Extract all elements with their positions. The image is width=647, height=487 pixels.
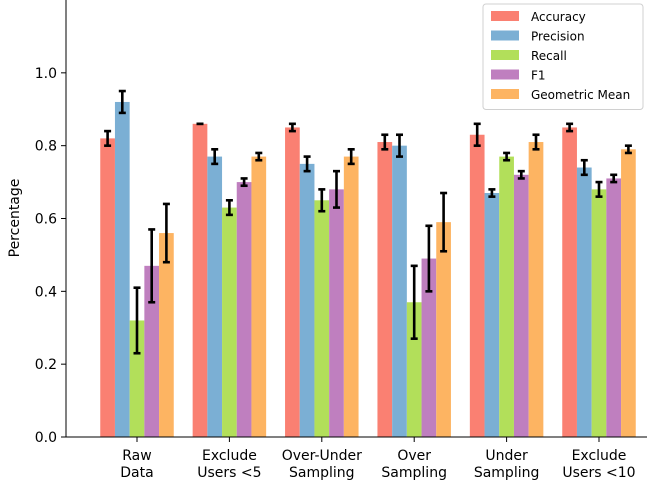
error-bar (396, 133, 403, 158)
error-bar (532, 133, 540, 151)
bar-geometric-mean (528, 142, 544, 437)
legend-label: F1 (531, 69, 546, 83)
error-bar (288, 122, 296, 133)
legend-label: Precision (531, 30, 585, 44)
x-tick-label: Over Sampling (381, 448, 447, 481)
error-bar (566, 122, 574, 133)
error-bar (225, 198, 233, 217)
bar-accuracy (562, 127, 577, 437)
bar-accuracy (469, 134, 485, 437)
y-tick-label: 0.0 (35, 430, 57, 446)
legend-swatch (491, 30, 519, 41)
bar-f1 (513, 174, 529, 438)
error-bar (211, 148, 219, 166)
bar-precision (392, 145, 407, 437)
x-tick-label: Exclude Users <5 (197, 448, 261, 481)
error-bar (303, 155, 311, 173)
bar-accuracy (285, 127, 300, 437)
bar-accuracy (192, 123, 208, 438)
error-bar (381, 133, 389, 151)
bar-accuracy (100, 138, 115, 437)
legend-label: Accuracy (531, 10, 586, 24)
legend-swatch (491, 89, 519, 99)
error-bar (595, 180, 603, 198)
error-bar (503, 151, 511, 162)
error-bars-layer (104, 89, 632, 355)
error-bar (517, 169, 525, 180)
bars-layer (100, 101, 636, 438)
bar-precision (114, 101, 130, 437)
bar-geometric-mean (436, 222, 451, 437)
legend: Accuracy Precision Recall F1 Geometric Mean (482, 3, 644, 110)
error-bar (347, 148, 355, 166)
bar-precision (207, 156, 223, 437)
error-bar (440, 191, 448, 253)
error-bar (162, 202, 170, 264)
y-tick-label: 1.0 (35, 66, 57, 82)
legend-swatch (491, 50, 519, 60)
bar-recall (129, 320, 145, 437)
error-bar (133, 286, 141, 355)
bar-recall (314, 200, 330, 437)
legend-swatch (491, 69, 519, 80)
bar-f1 (606, 178, 622, 438)
bar-f1 (421, 258, 437, 437)
x-tick-label: Exclude Users <10 (562, 448, 635, 481)
error-bar (318, 188, 326, 213)
bar-geometric-mean (621, 149, 636, 437)
x-tick-label: Raw Data (120, 448, 153, 481)
legend-label: Recall (531, 49, 567, 63)
bar-f1 (236, 182, 252, 437)
error-bar (333, 169, 340, 209)
error-bar (255, 151, 263, 162)
error-bar (104, 129, 112, 147)
legend-swatch (491, 11, 519, 21)
y-tick-label: 0.8 (35, 139, 57, 155)
bar-accuracy (377, 142, 393, 437)
bar-geometric-mean (251, 156, 267, 437)
y-axis-label: Percentage (7, 179, 23, 258)
bar-geometric-mean (343, 156, 359, 437)
error-bar (610, 173, 618, 184)
bar-precision (299, 163, 315, 437)
error-bar (410, 264, 418, 340)
bar-f1 (144, 265, 160, 437)
bar-recall (591, 189, 607, 437)
bar-recall (499, 156, 514, 437)
x-tick-label: Over-Under Sampling (282, 448, 362, 481)
bar-f1 (329, 189, 344, 437)
legend-label: Geometric Mean (531, 88, 630, 102)
y-tick-label: 0.2 (35, 357, 57, 373)
error-bar (240, 177, 248, 188)
error-bar (473, 122, 481, 147)
y-tick-label: 0.4 (35, 284, 57, 300)
legend-box (482, 3, 644, 110)
error-bar (148, 228, 156, 304)
bar-precision (484, 193, 500, 437)
x-tick-label: Under Sampling (474, 448, 540, 481)
bar-precision (576, 167, 592, 437)
bar-geometric-mean (159, 233, 174, 437)
error-bar (488, 188, 496, 198)
axes-layer: Raw Data Exclude Users <5 Over-Under Sampling… (35, 0, 647, 481)
y-tick-label: 0.6 (35, 212, 57, 228)
bar-recall (406, 302, 422, 437)
bar-recall (222, 207, 237, 437)
error-bar (624, 144, 632, 155)
error-bar (118, 89, 126, 115)
error-bar (580, 158, 588, 177)
error-bar (425, 224, 433, 293)
